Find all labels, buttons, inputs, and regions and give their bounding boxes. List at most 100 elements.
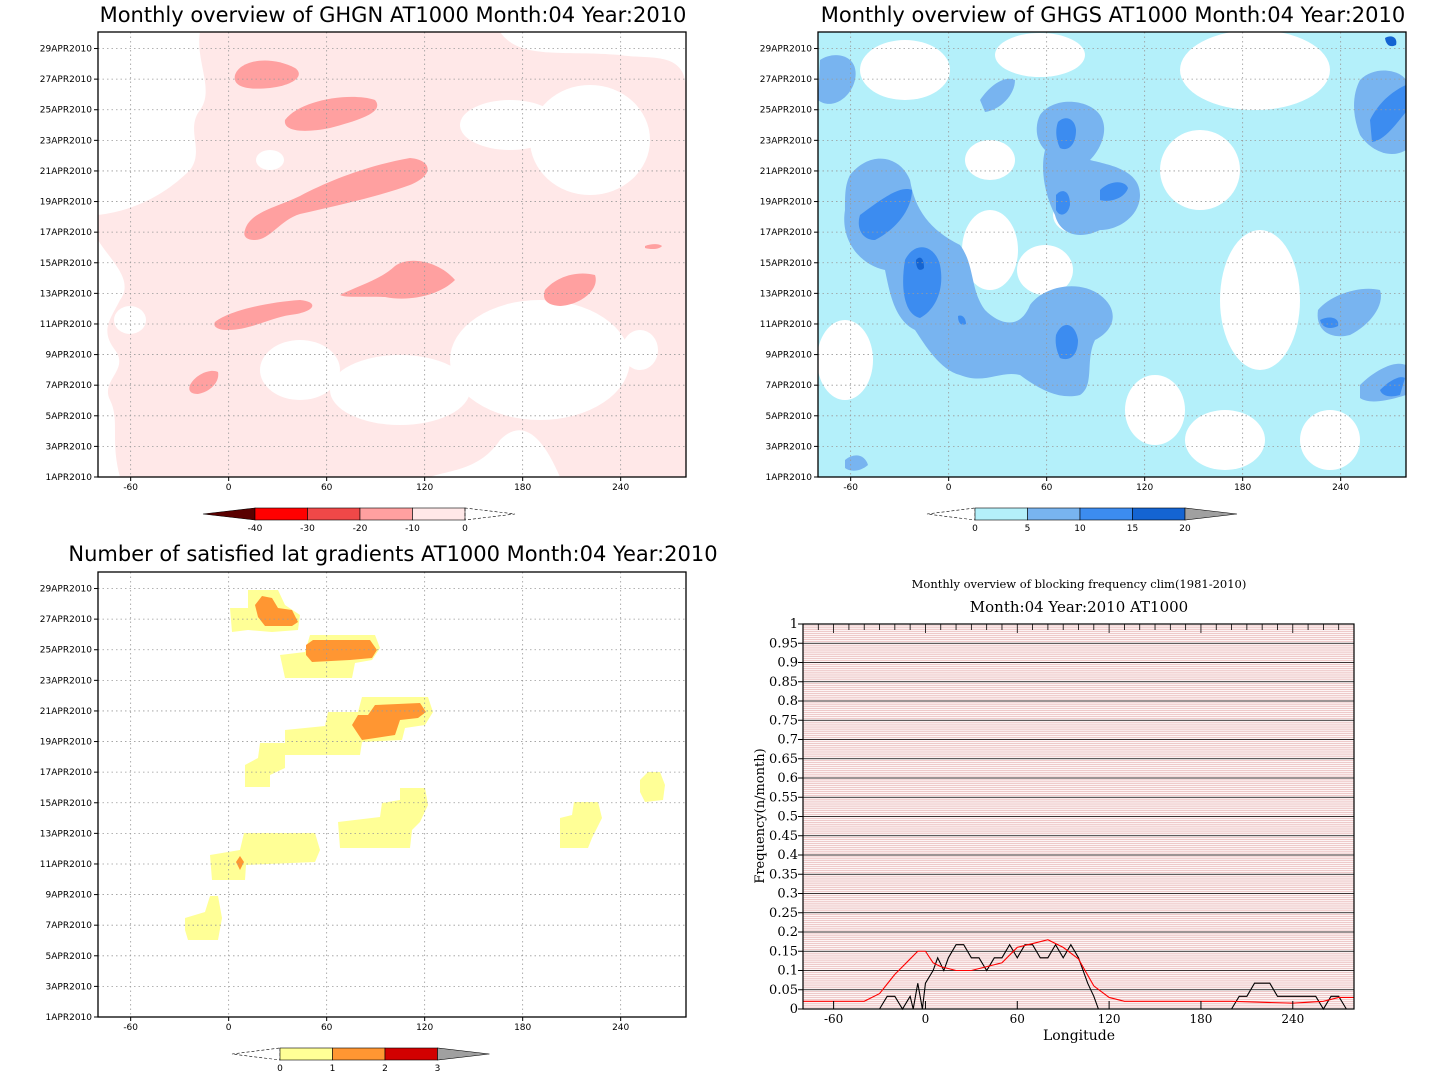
ghgs-white-area <box>860 40 950 100</box>
x-tick-label: 0 <box>922 1012 930 1026</box>
ghgs-white-area <box>965 140 1015 180</box>
y-tick-label: 13APR2010 <box>40 829 92 839</box>
y-tick-label: 23APR2010 <box>40 136 92 146</box>
lat-gradients-title: Number of satisfied lat gradients AT1000… <box>68 542 717 566</box>
ghgn-contour-medium <box>214 300 313 330</box>
colorbar-segment <box>1132 507 1186 521</box>
ghgn-white-area <box>622 330 658 370</box>
y-tick-label: 0 <box>790 1002 798 1017</box>
y-tick-label: 5APR2010 <box>46 412 93 422</box>
ghgn-contour-medium <box>645 244 662 250</box>
y-tick-label: 0.4 <box>777 848 798 863</box>
ghgs-x-axis: -60 0 60 120 180 240 <box>843 477 1350 493</box>
lat-gradients-field <box>98 572 686 1017</box>
colorbar-segment <box>332 1047 386 1061</box>
y-tick-label: 25APR2010 <box>760 106 812 116</box>
ghgs-contour-15 <box>1100 182 1128 201</box>
colorbar-label: 10 <box>1074 524 1086 534</box>
colorbar-label: 0 <box>972 524 978 534</box>
ghgs-contour-10 <box>844 158 1113 397</box>
y-tick-label: 27APR2010 <box>40 615 92 625</box>
ghgn-white-area <box>450 300 630 420</box>
x-tick-label: 240 <box>1332 483 1349 493</box>
ghgs-white-area <box>962 210 1018 290</box>
y-tick-label: 15APR2010 <box>760 259 812 269</box>
ghgn-x-axis: -60 0 60 120 180 240 <box>123 477 630 493</box>
lat-gradients-level-1 <box>245 743 285 787</box>
colorbar-label: 1 <box>330 1064 336 1074</box>
ghgs-contour-20 <box>1385 36 1397 47</box>
y-tick-label: 3APR2010 <box>46 982 93 992</box>
lat-gradients-level-2 <box>255 596 298 626</box>
ghgn-contour-medium <box>189 370 219 394</box>
y-tick-label: 0.25 <box>769 906 798 921</box>
colorbar-label: 20 <box>1179 524 1191 534</box>
y-tick-label: 0.05 <box>769 983 798 998</box>
lat-gradients-level-2 <box>306 640 377 662</box>
ghgs-contour-10 <box>845 455 868 471</box>
blocking-y-axis: 0 0.05 0.1 0.15 0.2 0.25 0.3 0.35 0.4 0.45 0.5 0.55… <box>769 617 803 1017</box>
colorbar-extension <box>926 507 976 521</box>
ghgn-y-axis: 1APR2010 3APR2010 5APR2010 7APR2010 9APR2010… <box>40 45 98 483</box>
ghgn-contour-medium <box>543 273 596 306</box>
y-tick-label: 0.2 <box>777 925 798 940</box>
y-tick-label: 9APR2010 <box>766 351 813 361</box>
y-tick-label: 0.55 <box>769 790 798 805</box>
y-tick-label: 9APR2010 <box>46 891 93 901</box>
colorbar-label: -20 <box>353 524 368 534</box>
lat-gradients-colorbar: 0 1 2 3 <box>231 1047 490 1074</box>
x-tick-label: 120 <box>416 1023 433 1033</box>
x-tick-label: 240 <box>612 483 629 493</box>
lat-gradients-level-1 <box>185 896 222 940</box>
colorbar-segment <box>307 507 361 521</box>
y-tick-label: 0.45 <box>769 829 798 844</box>
colorbar-label: -40 <box>248 524 263 534</box>
colorbar-label: 15 <box>1127 524 1138 534</box>
y-tick-label: 15APR2010 <box>40 259 92 269</box>
y-tick-label: 19APR2010 <box>40 738 92 748</box>
colorbar-label: -10 <box>405 524 420 534</box>
y-tick-label: 15APR2010 <box>40 799 92 809</box>
y-tick-label: 3APR2010 <box>46 442 93 452</box>
y-tick-label: 21APR2010 <box>40 707 92 717</box>
y-tick-label: 0.3 <box>777 887 798 902</box>
colorbar-segment <box>974 507 1028 521</box>
y-tick-label: 0.9 <box>777 656 798 671</box>
y-tick-label: 25APR2010 <box>40 646 92 656</box>
ghgn-colorbar: -40 -30 -20 -10 0 <box>202 507 516 534</box>
ghgn-frame <box>97 31 687 478</box>
ghgn-white-area <box>110 37 190 73</box>
ghgs-contour-15 <box>903 247 942 318</box>
ghgn-title: Monthly overview of GHGN AT1000 Month:04… <box>100 3 687 27</box>
y-tick-label: 25APR2010 <box>40 106 92 116</box>
x-tick-label: -60 <box>843 483 858 493</box>
ghgn-white-area <box>114 306 146 334</box>
y-tick-label: 11APR2010 <box>40 320 92 330</box>
x-tick-label: -60 <box>123 483 138 493</box>
ghgs-contour-15 <box>858 189 912 240</box>
y-tick-label: 29APR2010 <box>40 585 92 595</box>
colorbar-segment <box>412 507 466 521</box>
colorbar-extension <box>202 507 256 521</box>
y-tick-label: 19APR2010 <box>40 198 92 208</box>
y-tick-label: 13APR2010 <box>40 289 92 299</box>
ghgs-title: Monthly overview of GHGS AT1000 Month:04… <box>821 3 1405 27</box>
x-tick-label: 180 <box>1189 1012 1212 1026</box>
y-tick-label: 0.6 <box>777 771 798 786</box>
ghgs-white-area <box>995 33 1085 77</box>
y-tick-label: 29APR2010 <box>40 45 92 55</box>
x-tick-label: 120 <box>1098 1012 1121 1026</box>
y-tick-label: 0.75 <box>769 713 798 728</box>
ghgs-white-area <box>1160 130 1240 210</box>
blocking-observed-line <box>803 943 1354 1011</box>
y-tick-label: 17APR2010 <box>40 768 92 778</box>
ghgn-white-area <box>256 150 284 170</box>
colorbar-extension <box>464 507 516 521</box>
y-tick-label: 0.95 <box>769 636 798 651</box>
lat-gradients-plot-background <box>98 572 686 1017</box>
x-tick-label: 0 <box>226 483 232 493</box>
y-tick-label: 5APR2010 <box>46 952 93 962</box>
y-tick-label: 17APR2010 <box>760 228 812 238</box>
colorbar-label: -30 <box>300 524 315 534</box>
